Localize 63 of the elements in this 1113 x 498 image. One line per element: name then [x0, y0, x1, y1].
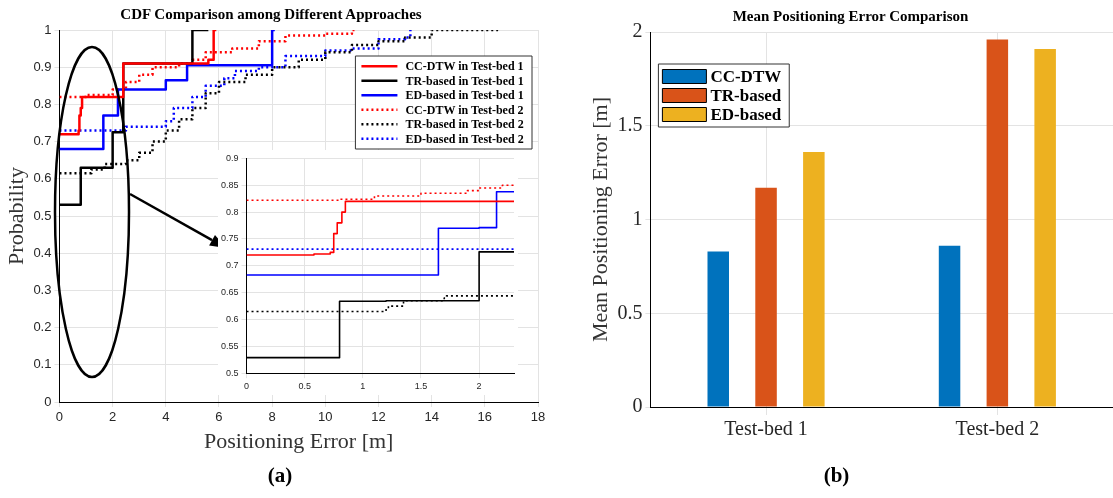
chart-title: Mean Positioning Error Comparison — [732, 7, 970, 24]
y-tick-label: 0.85 — [220, 179, 239, 190]
y-tick-label: 0.3 — [33, 281, 52, 297]
y-tick-label: 0.7 — [226, 260, 239, 271]
text: (b) — [822, 463, 851, 488]
y-tick-label: 0.8 — [226, 206, 239, 217]
bar — [986, 39, 1009, 407]
y-axis-title: Probability — [2, 167, 28, 265]
legend-label: TR-based in Test-bed 1 — [405, 73, 524, 88]
bar — [803, 152, 825, 407]
x-tick-label: 2 — [109, 409, 117, 425]
x-tick-label: 0.5 — [298, 381, 311, 392]
y-tick-label: 0.7 — [33, 133, 52, 149]
x-axis-title: Positioning Error [m] — [204, 427, 394, 453]
x-tick-label: 8 — [268, 409, 276, 425]
legend-label: CC-DTW — [710, 66, 782, 86]
y-tick-label: 0.75 — [220, 233, 239, 244]
text: (a) — [266, 463, 294, 488]
bar — [755, 187, 777, 407]
x-tick-label: Test-bed 1 — [724, 417, 808, 440]
bar — [938, 245, 961, 407]
bar — [707, 251, 729, 407]
y-tick-label: 0.9 — [33, 58, 52, 74]
y-tick-label: 1 — [44, 21, 52, 37]
y-tick-label: 0.5 — [617, 300, 643, 323]
y-axis-title: Mean Positioning Error [m] — [586, 96, 612, 343]
y-tick-label: 0.5 — [226, 367, 239, 378]
legend-label: TR-based — [710, 85, 782, 105]
y-tick-label: 0.2 — [33, 319, 52, 335]
y-tick-label: 0.5 — [33, 207, 52, 223]
x-tick-label: Test-bed 2 — [955, 417, 1040, 440]
x-tick-label: 10 — [318, 409, 333, 425]
chart-title: CDF Comparison among Different Approaches — [120, 5, 422, 22]
x-tick-label: 16 — [477, 409, 493, 425]
y-tick-label: 0.4 — [33, 244, 52, 260]
y-tick-label: 0.9 — [226, 152, 239, 163]
legend-label: ED-based in Test-bed 1 — [405, 88, 524, 103]
x-tick-label: 1 — [360, 381, 366, 392]
y-tick-label: 0.55 — [220, 340, 239, 351]
legend-label: ED-based — [710, 104, 782, 124]
x-tick-label: 12 — [371, 409, 386, 425]
x-tick-label: 18 — [530, 409, 546, 425]
y-tick-label: 0 — [44, 393, 52, 409]
y-tick-label: 0.65 — [220, 287, 239, 298]
legend-label: TR-based in Test-bed 2 — [405, 117, 524, 132]
y-tick-label: 0.6 — [226, 313, 239, 324]
legend-label: ED-based in Test-bed 2 — [405, 131, 524, 146]
x-tick-label: 6 — [215, 409, 223, 425]
x-tick-label: 0 — [244, 381, 250, 392]
x-tick-label: 2 — [476, 381, 482, 392]
y-tick-label: 2 — [632, 19, 643, 42]
x-tick-label: 1.5 — [414, 381, 428, 392]
bar — [1034, 48, 1056, 407]
y-tick-label: 1.5 — [617, 113, 643, 135]
legend-label: CC-DTW in Test-bed 2 — [405, 102, 524, 117]
y-tick-label: 1 — [632, 206, 643, 229]
y-tick-label: 0.1 — [33, 356, 52, 372]
x-tick-label: 14 — [424, 409, 439, 425]
x-tick-label: 4 — [162, 409, 170, 425]
x-tick-label: 0 — [55, 409, 64, 425]
y-tick-label: 0.6 — [33, 170, 52, 186]
y-tick-label: 0.8 — [33, 95, 52, 111]
legend-label: CC-DTW in Test-bed 1 — [405, 59, 524, 74]
